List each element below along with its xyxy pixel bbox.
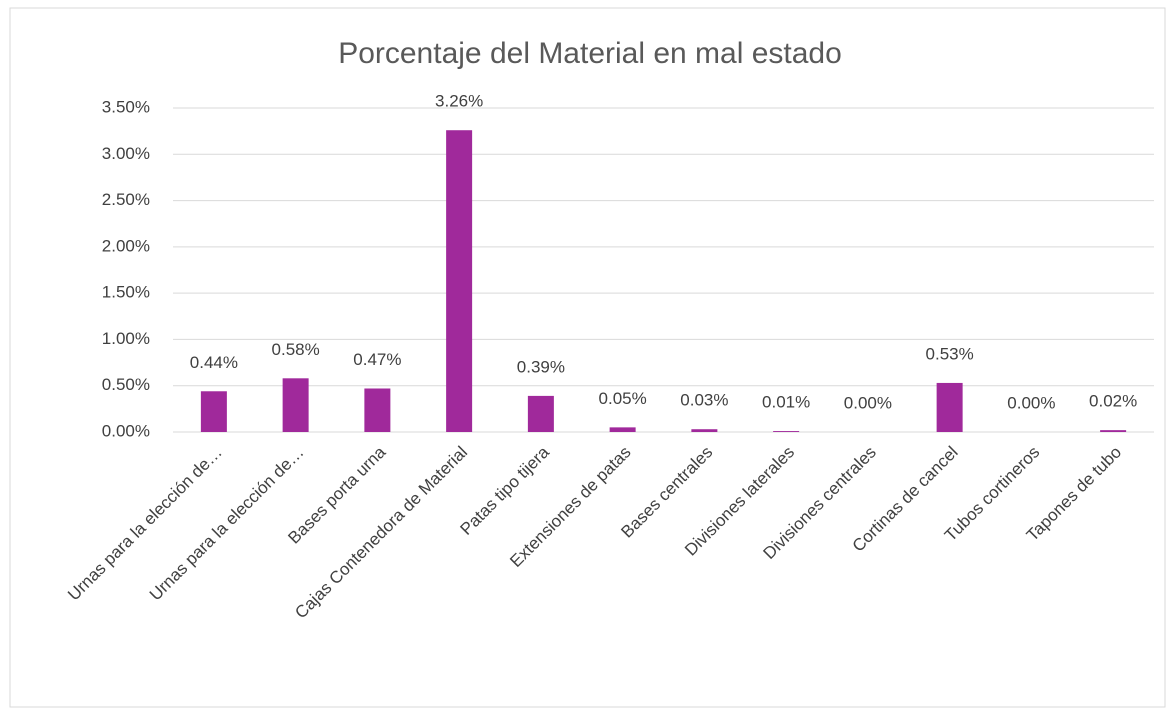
y-tick-label: 2.00% [102, 236, 150, 255]
data-label: 3.26% [435, 92, 483, 111]
bar [691, 429, 718, 432]
y-tick-label: 3.00% [102, 144, 150, 163]
chart-title: Porcentaje del Material en mal estado [338, 37, 842, 70]
data-label: 0.05% [599, 389, 647, 408]
chart-border [9, 7, 1166, 708]
data-label: 0.02% [1089, 392, 1137, 411]
data-label: 0.44% [190, 353, 238, 372]
bar [609, 427, 636, 432]
data-label: 0.53% [926, 344, 974, 363]
bar [936, 382, 963, 432]
bar [773, 431, 800, 432]
bar [200, 391, 227, 432]
data-label: 0.47% [353, 350, 401, 369]
y-tick-label: 3.50% [102, 97, 150, 116]
bar [282, 378, 309, 432]
data-label: 0.00% [1007, 393, 1055, 412]
data-label: 0.39% [517, 357, 565, 376]
data-label: 0.58% [272, 340, 320, 359]
y-tick-label: 0.00% [102, 421, 150, 440]
bar [364, 388, 391, 432]
y-tick-label: 1.50% [102, 283, 150, 302]
bar [446, 130, 473, 432]
data-label: 0.03% [680, 391, 728, 410]
bar [1100, 430, 1127, 432]
y-tick-label: 1.00% [102, 329, 150, 348]
y-tick-label: 0.50% [102, 375, 150, 394]
bar [527, 395, 554, 432]
y-tick-label: 2.50% [102, 190, 150, 209]
data-label: 0.00% [844, 393, 892, 412]
data-label: 0.01% [762, 393, 810, 412]
